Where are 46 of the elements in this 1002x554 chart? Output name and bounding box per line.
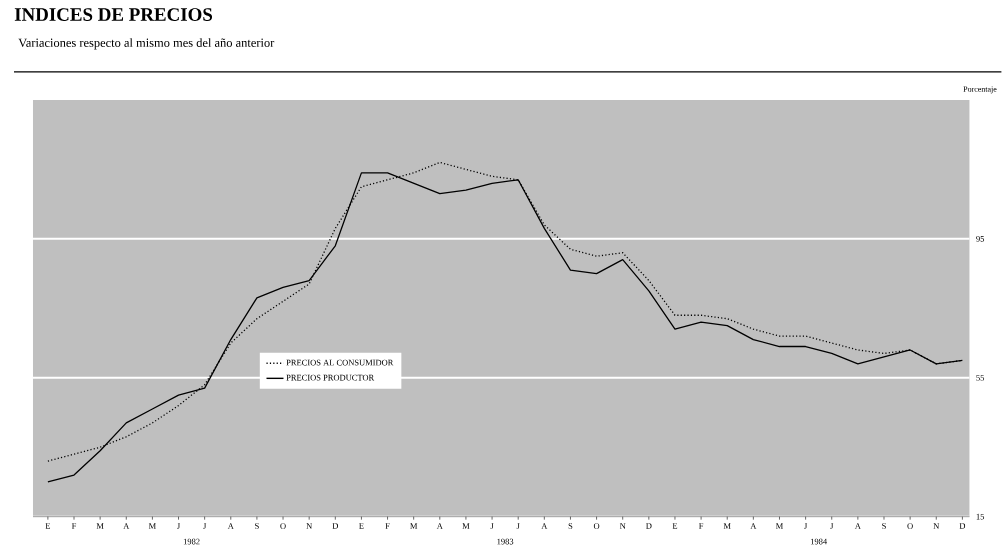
x-tick-label: E bbox=[359, 523, 364, 529]
x-tick-label: M bbox=[723, 523, 731, 529]
x-tick-label: A bbox=[854, 523, 861, 529]
y-tick-label: 15 bbox=[976, 514, 985, 520]
x-tick-label: M bbox=[96, 523, 104, 529]
text: 1983 bbox=[497, 538, 514, 545]
x-tick-label: J bbox=[830, 523, 834, 529]
text: 1984 bbox=[810, 538, 828, 545]
x-tick-label: M bbox=[462, 523, 470, 529]
x-tick-label: D bbox=[959, 523, 966, 529]
x-tick-label: N bbox=[306, 523, 313, 529]
x-tick-label: O bbox=[593, 523, 600, 530]
x-tick-label: J bbox=[177, 523, 180, 529]
x-tick-label: D bbox=[646, 523, 652, 529]
x-tick-label: A bbox=[123, 523, 130, 529]
x-tick-label: J bbox=[490, 523, 494, 529]
x-tick-label: J bbox=[516, 523, 520, 529]
x-tick-label: J bbox=[804, 523, 808, 529]
chart-title: INDICES DE PRECIOS bbox=[14, 8, 213, 22]
x-tick-label: O bbox=[280, 523, 286, 530]
x-tick-label: S bbox=[255, 523, 259, 530]
x-tick-label: M bbox=[775, 523, 783, 529]
x-tick-label: S bbox=[882, 523, 886, 530]
x-tick-label: A bbox=[541, 523, 548, 529]
x-tick-label: F bbox=[71, 523, 77, 529]
x-tick-label: A bbox=[750, 523, 757, 529]
x-tick-label: J bbox=[203, 523, 207, 529]
x-tick-label: M bbox=[148, 523, 156, 529]
text: 1982 bbox=[183, 538, 200, 545]
chart-subtitle: Variaciones respecto al mismo mes del año anterior bbox=[18, 38, 275, 50]
x-tick-label: N bbox=[933, 523, 940, 529]
legend-label: PRECIOS PRODUCTOR bbox=[286, 374, 375, 381]
y-tick-label: 55 bbox=[976, 375, 985, 381]
x-tick-label: O bbox=[907, 523, 913, 530]
x-tick-label: N bbox=[619, 523, 626, 529]
x-tick-label: F bbox=[698, 523, 704, 529]
x-tick-label: S bbox=[568, 523, 573, 530]
x-tick-label: A bbox=[436, 523, 443, 529]
x-tick-label: M bbox=[410, 523, 418, 529]
x-tick-label: E bbox=[672, 523, 678, 529]
x-tick-label: E bbox=[45, 523, 51, 529]
legend-label: PRECIOS AL CONSUMIDOR bbox=[286, 359, 394, 366]
x-tick-label: A bbox=[227, 523, 234, 529]
y-tick-label: 95 bbox=[976, 236, 985, 242]
x-tick-label: D bbox=[332, 523, 339, 529]
x-tick-label: F bbox=[385, 523, 390, 529]
